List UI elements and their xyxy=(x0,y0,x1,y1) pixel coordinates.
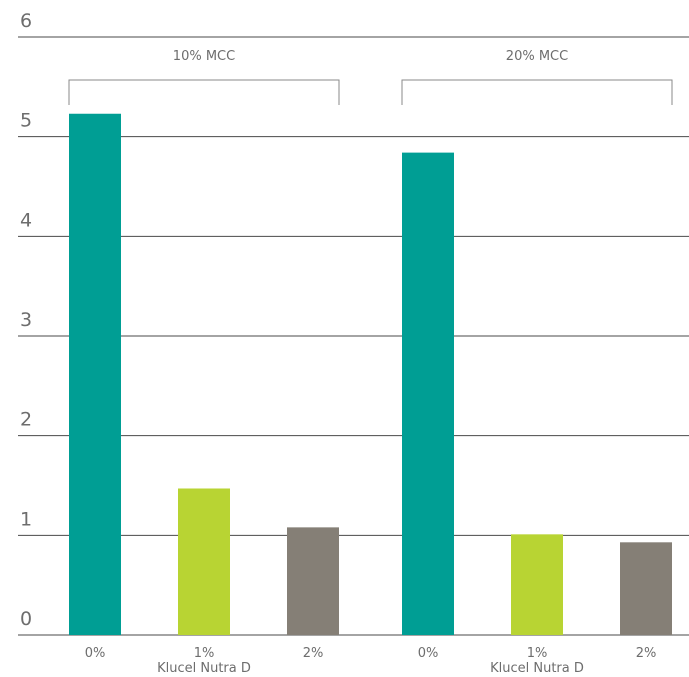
y-tick-label: 0 xyxy=(20,608,32,630)
bar-10-mcc-1pct xyxy=(178,488,230,635)
x-group-sublabel: Klucel Nutra D xyxy=(490,661,584,676)
y-tick-label: 2 xyxy=(20,409,32,431)
x-tick-label: 2% xyxy=(303,646,324,661)
x-tick-label: 0% xyxy=(418,646,439,661)
x-tick-label: 1% xyxy=(194,646,215,661)
bar-20-mcc-1pct xyxy=(511,534,563,635)
group-bracket xyxy=(401,79,673,105)
bar-10-mcc-2pct xyxy=(287,527,339,635)
y-tick-label: 3 xyxy=(20,309,32,331)
x-tick-label: 1% xyxy=(527,646,548,661)
x-group-sublabel: Klucel Nutra D xyxy=(157,661,251,676)
gridlines xyxy=(18,36,689,636)
group-label: 10% MCC xyxy=(173,49,235,64)
y-tick-label: 5 xyxy=(20,110,32,132)
bars xyxy=(69,113,672,635)
y-axis-ticks: 0 1 2 3 4 5 6 xyxy=(20,10,32,630)
x-tick-label: 2% xyxy=(636,646,657,661)
x-axis-ticks: 0% 1% 2% Klucel Nutra D 0% 1% 2% Klucel Nutra D xyxy=(85,646,657,676)
group-label: 20% MCC xyxy=(506,49,568,64)
y-tick-label: 6 xyxy=(20,10,32,32)
group-bracket xyxy=(68,79,340,105)
y-tick-label: 4 xyxy=(20,209,32,231)
x-tick-label: 0% xyxy=(85,646,106,661)
bar-10-mcc-0pct xyxy=(69,113,121,635)
bar-20-mcc-0pct xyxy=(402,152,454,635)
y-tick-label: 1 xyxy=(20,508,32,530)
bar-20-mcc-2pct xyxy=(620,542,672,635)
group-brackets: 10% MCC 20% MCC xyxy=(68,49,673,105)
